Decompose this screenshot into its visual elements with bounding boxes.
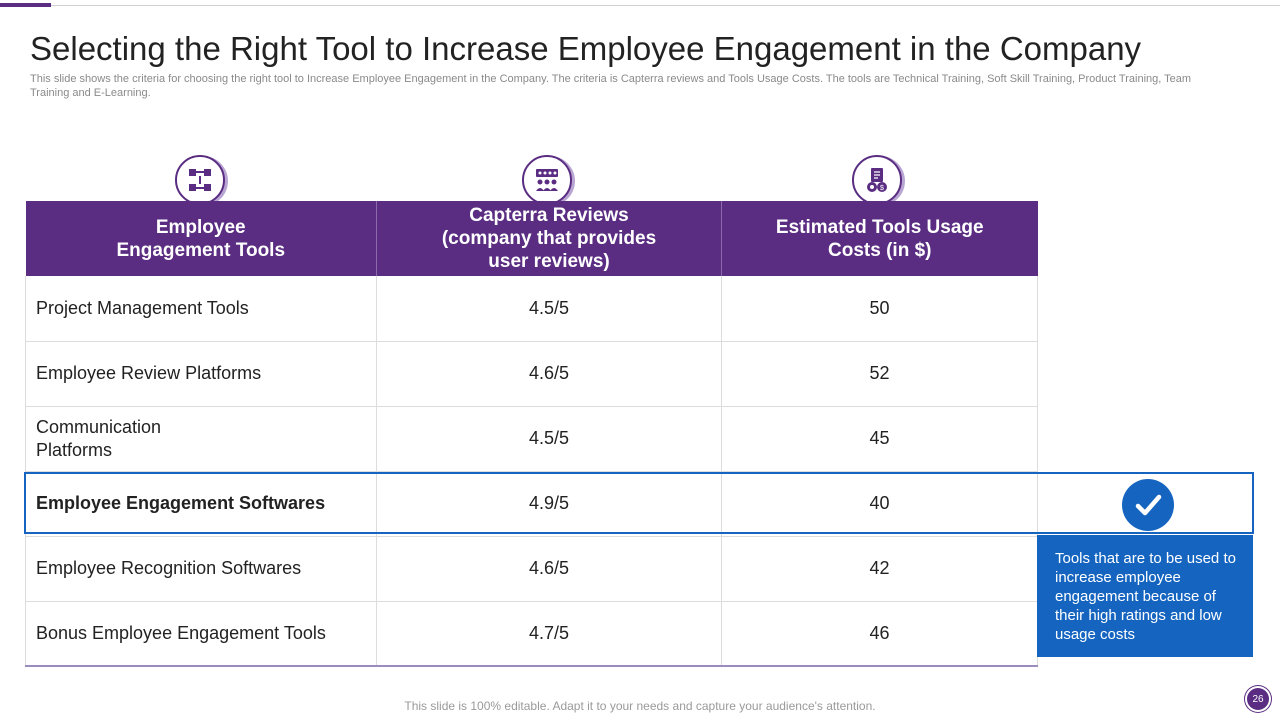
header-costs-label: Estimated Tools Usage Costs (in $) (775, 216, 984, 261)
table-row: Project Management Tools 4.5/5 50 (25, 276, 1038, 342)
tool-name: Employee Review Platforms (25, 341, 377, 407)
tool-name: Employee Recognition Softwares (25, 536, 377, 602)
header-costs: Estimated Tools Usage Costs (in $) (721, 201, 1038, 276)
cost-budget-icon: $ (852, 155, 902, 205)
review-score: 4.6/5 (376, 341, 722, 407)
review-score: 4.5/5 (376, 406, 722, 472)
review-score: 4.7/5 (376, 601, 722, 667)
header-tools: Employee Engagement Tools (25, 201, 377, 276)
review-score: 4.9/5 (376, 471, 722, 537)
tool-name: Communication Platforms (25, 406, 377, 472)
recommendation-note: Tools that are to be used to increase em… (1037, 535, 1253, 657)
review-score: 4.6/5 (376, 536, 722, 602)
header-reviews-label: Capterra Reviews (company that provides … (441, 205, 657, 272)
workflow-icon (175, 155, 225, 205)
tool-name: Employee Engagement Softwares (25, 471, 377, 537)
usage-cost: 42 (721, 536, 1038, 602)
team-meeting-icon (522, 155, 572, 205)
footer-note: This slide is 100% editable. Adapt it to… (404, 699, 876, 713)
page-subtitle: This slide shows the criteria for choosi… (30, 73, 1192, 99)
review-score: 4.5/5 (376, 276, 722, 342)
checkmark-icon (1122, 479, 1174, 531)
header-reviews: Capterra Reviews (company that provides … (376, 201, 722, 276)
tool-name: Bonus Employee Engagement Tools (25, 601, 377, 667)
svg-text:$: $ (880, 185, 884, 192)
tool-name: Project Management Tools (25, 276, 377, 342)
table-row: Employee Review Platforms 4.6/5 52 (25, 341, 1038, 407)
table-row: Employee Recognition Softwares 4.6/5 42 (25, 536, 1038, 602)
header-tools-label: Employee Engagement Tools (116, 216, 286, 261)
table-row: Bonus Employee Engagement Tools 4.7/5 46 (25, 601, 1038, 667)
tools-comparison-table: Employee Engagement Tools Capterra Revie… (25, 201, 1038, 667)
top-divider (51, 5, 1280, 6)
usage-cost: 52 (721, 341, 1038, 407)
page-title: Selecting the Right Tool to Increase Emp… (30, 30, 1142, 67)
table-row: Communication Platforms 4.5/5 45 (25, 406, 1038, 472)
table-header-row: Employee Engagement Tools Capterra Revie… (25, 201, 1038, 276)
usage-cost: 50 (721, 276, 1038, 342)
usage-cost: 40 (721, 471, 1038, 537)
usage-cost: 45 (721, 406, 1038, 472)
usage-cost: 46 (721, 601, 1038, 667)
top-accent-bar (0, 3, 51, 7)
page-number: 26 (1247, 688, 1269, 710)
table-row-highlighted: Employee Engagement Softwares 4.9/5 40 (25, 471, 1038, 537)
